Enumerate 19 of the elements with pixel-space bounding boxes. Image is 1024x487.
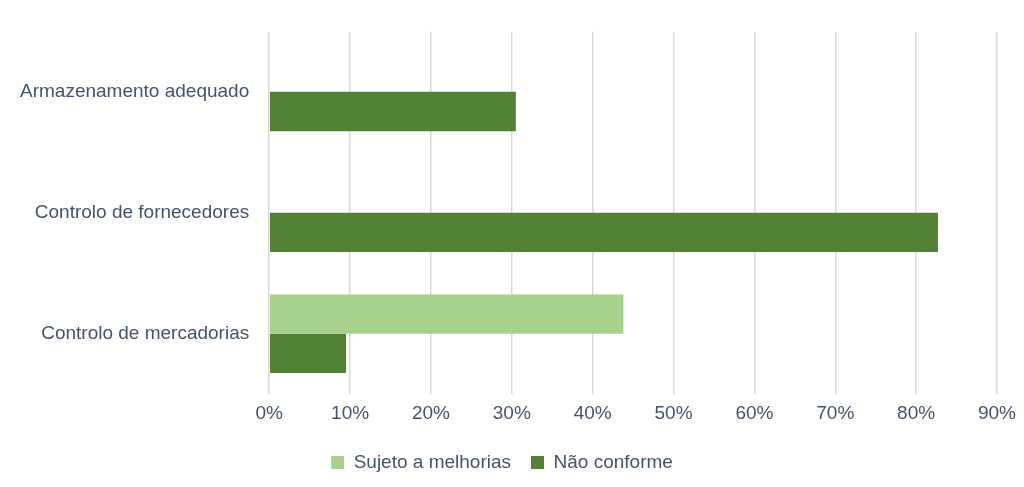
x-tick-label: 90%	[977, 401, 1017, 423]
x-tick-label: 80%	[897, 401, 936, 423]
legend-label: Sujeto a melhorias	[353, 450, 512, 472]
bar	[269, 212, 938, 253]
bar	[269, 91, 516, 132]
bar	[269, 294, 624, 334]
x-tick-label: 10%	[331, 401, 370, 423]
y-tick-label: Controlo de fornecedores	[34, 201, 250, 223]
legend-label: Não conforme	[553, 450, 673, 472]
x-tick-label: 30%	[492, 401, 531, 423]
y-tick-label: Controlo de mercadorias	[41, 321, 250, 343]
x-tick-label: 60%	[735, 401, 774, 423]
x-tick-label: 50%	[654, 401, 693, 423]
y-tick-label: Armazenamento adequado	[20, 80, 250, 102]
x-tick-label: 70%	[816, 401, 855, 423]
x-tick-label: 20%	[411, 401, 451, 423]
bar	[269, 333, 347, 374]
x-tick-label: 0%	[255, 401, 284, 423]
x-tick-label: 40%	[573, 401, 612, 423]
